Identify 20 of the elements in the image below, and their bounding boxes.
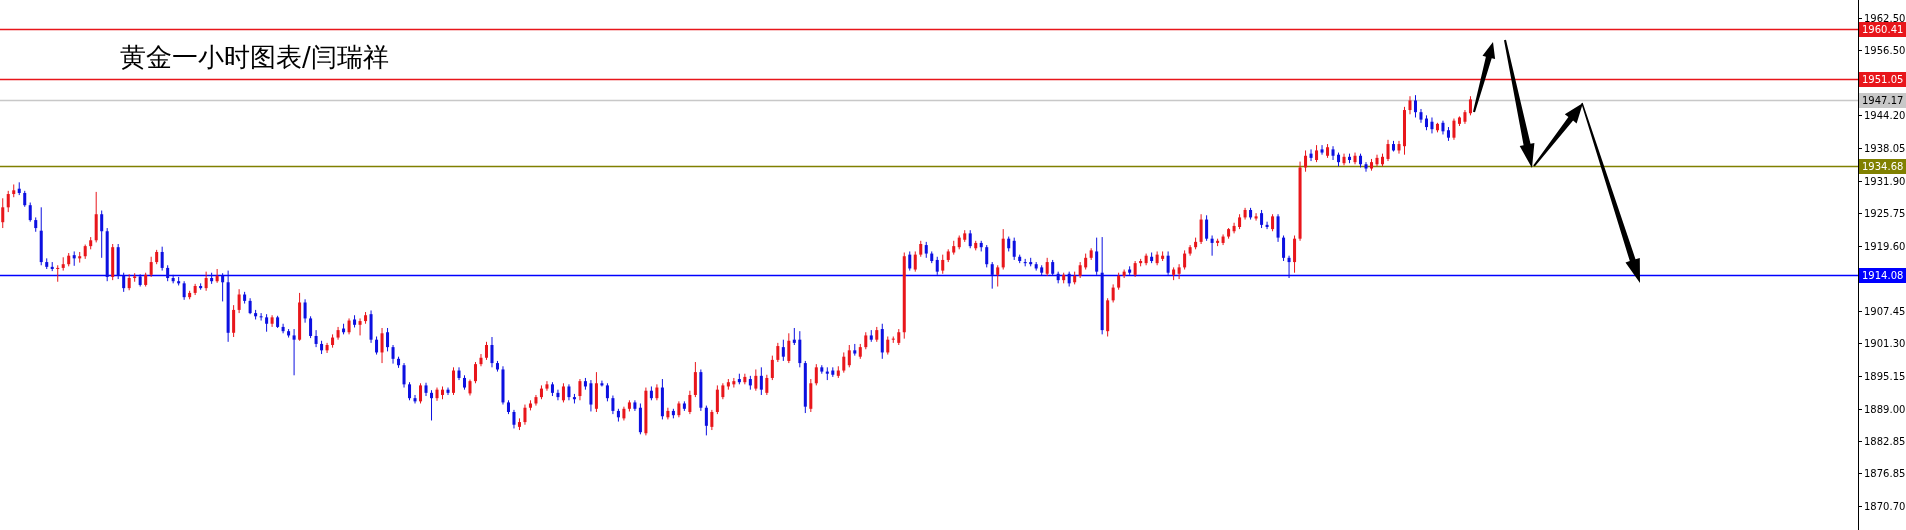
ref-label: 1934.68 [1859, 159, 1906, 174]
y-tick-label: 1944.20 [1864, 110, 1906, 121]
text: 黄金一小时图表/闫瑞祥 [120, 42, 389, 72]
y-tick-label: 1901.30 [1864, 338, 1906, 349]
ref-label: 1914.08 [1859, 268, 1906, 283]
y-tick-label: 1938.05 [1864, 143, 1906, 154]
y-tick-label: 1876.85 [1864, 468, 1906, 479]
y-tick-label: 1895.15 [1864, 371, 1906, 382]
y-tick-label: 1889.00 [1864, 404, 1906, 415]
y-tick-label: 1925.75 [1864, 208, 1906, 219]
y-tick-label: 1956.50 [1864, 45, 1906, 56]
y-tick-label: 1870.70 [1864, 501, 1906, 512]
ref-label: 1947.17 [1859, 93, 1906, 108]
y-tick-label: 1882.85 [1864, 436, 1906, 447]
y-tick-label: 1919.60 [1864, 241, 1906, 252]
ref-label: 1951.05 [1859, 72, 1906, 87]
y-tick-label: 1907.45 [1864, 306, 1906, 317]
y-tick-label: 1962.50 [1864, 13, 1906, 24]
y-tick-label: 1931.90 [1864, 176, 1906, 187]
ref-label: 1960.41 [1859, 22, 1906, 37]
